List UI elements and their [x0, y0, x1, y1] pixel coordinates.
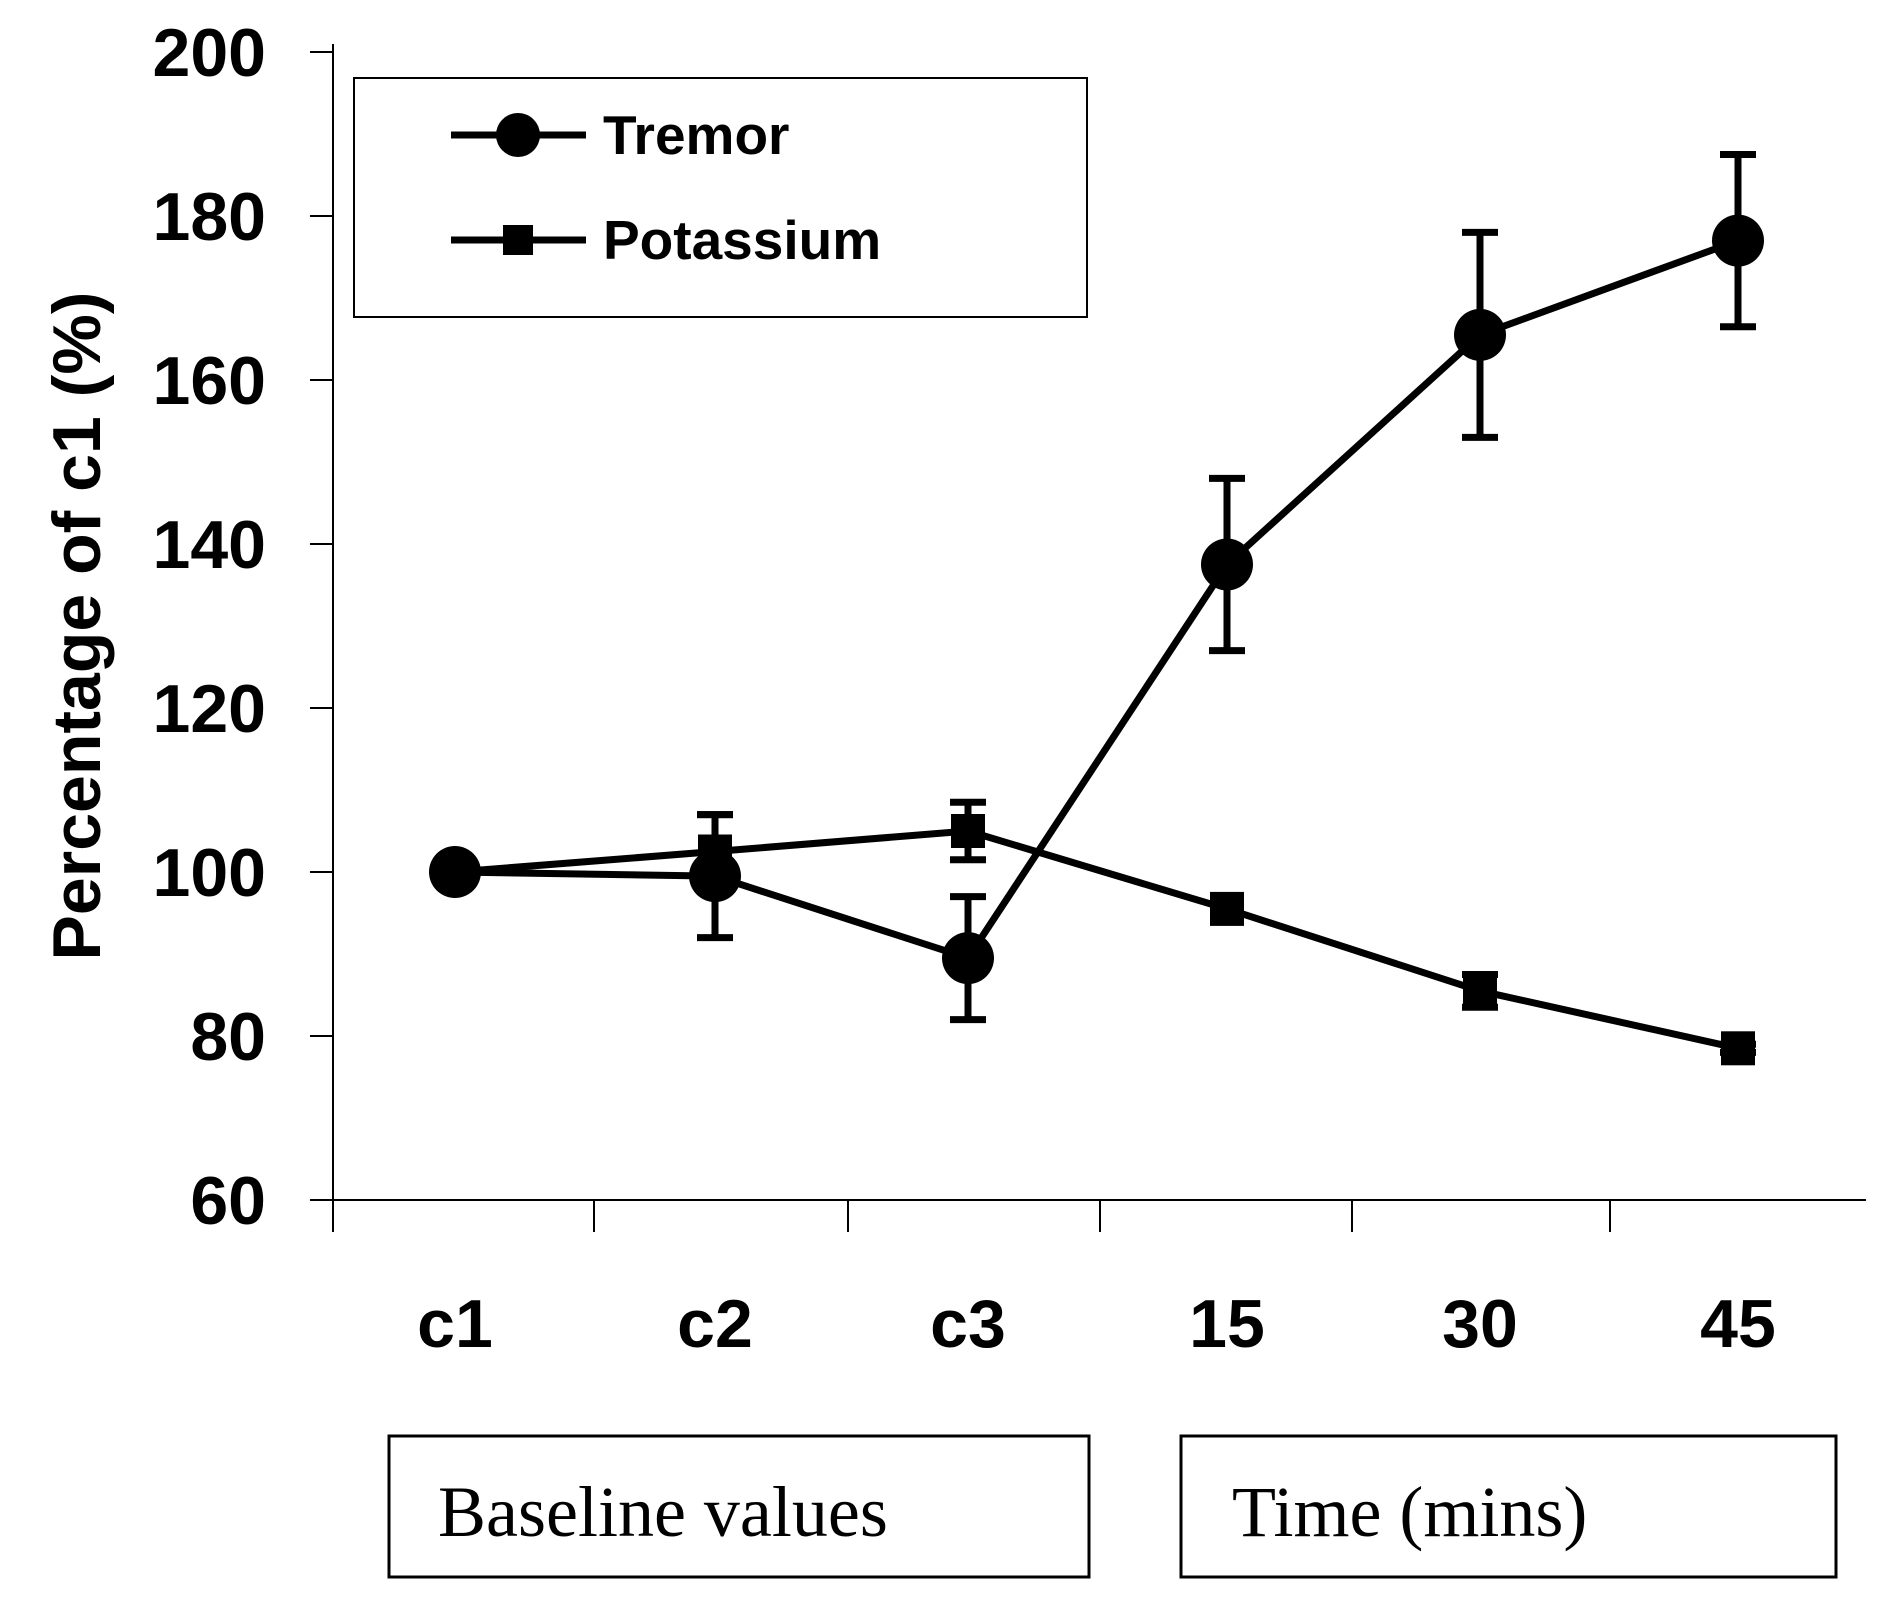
series-potassium — [438, 798, 1756, 1066]
x-tick-label: c1 — [417, 1286, 493, 1362]
x-tick-label: 45 — [1700, 1286, 1776, 1362]
potassium-point — [1463, 973, 1497, 1008]
y-axis-label: Percentage of c1 (%) — [39, 292, 115, 961]
series-layer — [429, 151, 1764, 1066]
group-box-baseline: Baseline values — [387, 1434, 1091, 1579]
legend-entry-tremor: Tremor — [451, 104, 789, 166]
legend-marker-circle — [496, 113, 540, 157]
y-tick-label: 180 — [153, 179, 266, 255]
axes — [310, 44, 1866, 1232]
tremor-point — [942, 932, 994, 985]
legend: Tremor Potassium — [353, 77, 1088, 318]
potassium-line — [454, 827, 1739, 1052]
x-tick-label: c3 — [930, 1286, 1006, 1362]
legend-label: Potassium — [603, 209, 881, 271]
x-axis-ticks: c1 c2 c3 15 30 45 — [332, 1200, 1776, 1362]
legend-entry-potassium: Potassium — [451, 209, 881, 271]
potassium-point — [438, 855, 472, 889]
potassium-point — [951, 814, 985, 848]
tremor-point — [1712, 214, 1764, 267]
potassium-point — [698, 834, 732, 869]
x-tick-label: 15 — [1189, 1286, 1265, 1362]
group-box-time: Time (mins) — [1179, 1434, 1838, 1579]
legend-label: Tremor — [603, 104, 789, 166]
y-tick-label: 140 — [153, 507, 266, 583]
legend-marker-square — [503, 225, 533, 255]
tremor-point — [1201, 538, 1253, 591]
legend-box — [353, 77, 1088, 318]
group-box-baseline-frame — [387, 1434, 1091, 1579]
y-axis-ticks: 60 80 100 120 140 160 180 200 — [153, 15, 333, 1239]
tremor-point — [1454, 308, 1506, 361]
potassium-point — [1210, 891, 1244, 926]
y-tick-label: 160 — [153, 343, 266, 419]
x-tick-label: 30 — [1442, 1286, 1518, 1362]
y-tick-label: 60 — [190, 1163, 266, 1239]
y-tick-label: 80 — [190, 999, 266, 1075]
x-tick-label: c2 — [677, 1286, 753, 1362]
potassium-point — [1721, 1031, 1755, 1066]
y-tick-label: 100 — [153, 835, 266, 911]
group-box-time-frame — [1179, 1434, 1838, 1579]
y-tick-label: 120 — [153, 671, 266, 747]
y-tick-label: 200 — [153, 15, 266, 91]
group-label-baseline: Baseline values — [438, 1472, 888, 1552]
group-label-time: Time (mins) — [1232, 1472, 1587, 1552]
tremor-line — [454, 237, 1740, 962]
